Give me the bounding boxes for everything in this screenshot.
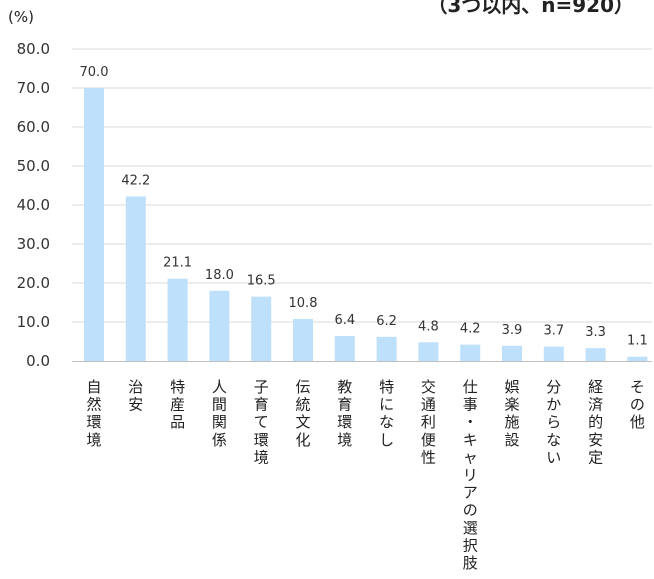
x-category-label: 娯楽施設 — [504, 378, 519, 449]
y-tick-label: 50.0 — [17, 157, 50, 175]
data-label: 1.1 — [627, 334, 648, 349]
bars — [84, 88, 648, 361]
data-label: 6.4 — [334, 313, 355, 328]
y-axis-unit-label: (%) — [8, 8, 34, 26]
data-label: 4.8 — [418, 319, 439, 334]
y-tick-label: 80.0 — [17, 40, 50, 58]
data-labels: 70.0 42.2 21.1 18.0 16.5 10.8 6.4 6.2 4.8 4.2 3.9 3… — [80, 65, 648, 349]
y-tick-label: 30.0 — [17, 235, 50, 253]
bar — [84, 88, 104, 361]
x-category-label: 自然環境 — [86, 378, 101, 449]
x-category-label: 仕事・キャリアの選択肢 — [463, 378, 478, 572]
x-category-label: 特産品 — [170, 378, 185, 431]
y-tick-label: 20.0 — [17, 274, 50, 292]
bar — [209, 290, 230, 361]
data-label: 70.0 — [80, 65, 109, 80]
x-category-label: 子育て環境 — [254, 378, 269, 466]
bar — [543, 346, 564, 361]
x-category-label: 特になし — [379, 378, 394, 449]
data-label: 18.0 — [205, 268, 234, 283]
bar — [418, 342, 439, 361]
data-label: 6.2 — [376, 314, 397, 329]
y-tick-label: 40.0 — [17, 196, 50, 214]
x-category-label: 伝統文化 — [295, 378, 310, 449]
bar — [502, 345, 522, 361]
bar — [167, 278, 188, 361]
x-axis-categories: 自然環境 治安 特産品 人間関係 子育て環境 伝統文化 教育環境 特になし 交通利便性 仕事・キャ… — [86, 378, 644, 572]
y-tick-label: 70.0 — [17, 79, 50, 97]
y-tick-label: 10.0 — [17, 313, 50, 331]
bar — [627, 356, 648, 361]
chart-subtitle: （3つ以内、n=920） — [427, 0, 634, 17]
data-label: 4.2 — [460, 322, 481, 337]
bar — [585, 348, 606, 361]
bar — [334, 336, 355, 361]
data-label: 42.2 — [121, 173, 150, 188]
data-label: 10.8 — [289, 296, 318, 311]
y-tick-label: 0.0 — [26, 352, 50, 370]
data-label: 3.9 — [502, 323, 523, 338]
x-category-label: 治安 — [128, 378, 143, 414]
x-category-label: 交通利便性 — [421, 378, 436, 466]
x-category-label: その他 — [630, 378, 645, 431]
x-category-label: 経済的安定 — [588, 378, 603, 466]
data-label: 3.7 — [543, 324, 564, 339]
data-label: 21.1 — [163, 256, 192, 271]
x-category-label: 教育環境 — [337, 378, 352, 449]
bar — [251, 296, 272, 361]
data-label: 3.3 — [585, 325, 606, 340]
bar — [293, 318, 313, 361]
y-tick-label: 60.0 — [17, 118, 50, 136]
data-label: 16.5 — [247, 274, 276, 289]
bar — [376, 336, 397, 361]
x-category-label: 分からない — [546, 378, 561, 466]
bar — [125, 196, 146, 361]
bar — [460, 344, 481, 361]
x-category-label: 人間関係 — [212, 378, 227, 449]
y-axis-ticks: 0.0 10.0 20.0 30.0 40.0 50.0 60.0 70.0 80.0 — [17, 40, 50, 370]
gridlines — [72, 48, 652, 323]
